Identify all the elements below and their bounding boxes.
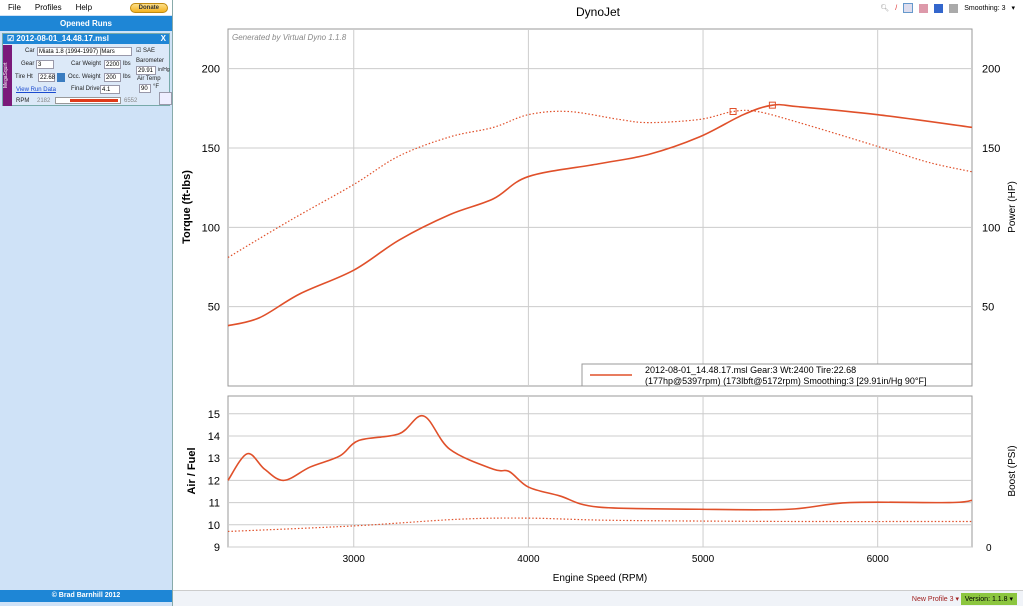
y2-tick-label: 200 <box>982 64 1000 76</box>
copyright-footer: © Brad Barnhill 2012 <box>0 590 172 602</box>
status-bar: New Profile 3 ▾ Version: 1.1.8 ▾ <box>173 590 1023 606</box>
chart-icon[interactable] <box>159 92 172 105</box>
calculator-icon[interactable] <box>57 73 65 82</box>
run-panel: ☑ 2012-08-01_14.48.17.msl X MegaSquirt Ca… <box>2 33 172 106</box>
series-boost-psi- <box>227 517 973 533</box>
zoom-icon[interactable]: 🔍︎ <box>880 5 890 12</box>
barometer-input[interactable]: 29.91 <box>136 66 156 75</box>
print-icon[interactable] <box>949 3 959 13</box>
opened-runs-header: Opened Runs <box>0 16 172 31</box>
y2-tick-label: 0 <box>986 543 992 554</box>
open-icon[interactable] <box>919 3 929 13</box>
lbs-unit-2: lbs <box>123 74 131 80</box>
menu-bar: File Profiles Help Donate <box>0 0 172 15</box>
series-torque-ft-lbs- <box>227 109 973 258</box>
car-weight-label: Car Weight <box>71 61 101 67</box>
pen-icon[interactable]: / <box>895 4 898 12</box>
x-tick-label: 6000 <box>867 554 890 565</box>
run-name: 2012-08-01_14.48.17.msl <box>16 34 109 43</box>
final-drive-input[interactable]: 4.1 <box>100 85 120 94</box>
lbs-unit: lbs <box>123 61 131 67</box>
chart-title: DynoJet <box>575 5 621 19</box>
torque-axis-label: Torque (ft-lbs) <box>181 170 193 244</box>
car-label: Car <box>25 48 35 54</box>
dyno-charts: 50 50 100 100 150 150 200 200 9 10 11 12 13 14 15 3000 4… <box>181 28 1018 584</box>
view-run-data-link[interactable]: View Run Data <box>16 87 56 93</box>
menu-profiles[interactable]: Profiles <box>34 3 62 12</box>
toolbar: 🔍︎ / Smoothing: 3 ▾ <box>880 3 1015 13</box>
sidebar: File Profiles Help Donate Opened Runs ☑ … <box>0 0 173 606</box>
close-icon[interactable]: X <box>160 34 166 43</box>
x-tick-label: 4000 <box>517 554 540 565</box>
occ-weight-input[interactable]: 200 <box>104 73 121 82</box>
menu-file[interactable]: File <box>8 3 21 12</box>
car-weight-input[interactable]: 2200 <box>104 60 121 69</box>
y-tick-label: 150 <box>202 143 220 155</box>
gear-label: Gear <box>21 61 35 67</box>
legend-line-2: (177hp@5397rpm) (173lbft@5172rpm) Smooth… <box>645 376 927 386</box>
y-tick-label: 15 <box>208 409 220 421</box>
y-tick-label: 9 <box>214 542 220 554</box>
tire-input[interactable]: 22.68 <box>38 73 56 82</box>
car-select[interactable]: Miata 1.8 (1994-1997) [Mars <box>37 47 132 56</box>
rpm-max: 6552 <box>124 98 138 104</box>
occ-weight-label: Occ. Weight <box>68 74 101 80</box>
run-title[interactable]: ☑ 2012-08-01_14.48.17.msl X <box>3 34 169 44</box>
barometer-unit: in/Hg <box>158 67 170 73</box>
chevron-down-icon[interactable]: ▾ <box>1011 5 1015 12</box>
rpm-min: 2182 <box>37 98 51 104</box>
watermark: Generated by Virtual Dyno 1.1.8 <box>232 33 347 42</box>
sae-label: SAE <box>143 48 156 54</box>
y2-tick-label: 100 <box>982 222 1000 234</box>
y-tick-label: 10 <box>208 520 220 532</box>
y-tick-label: 100 <box>202 222 220 234</box>
version-dropdown[interactable]: Version: 1.1.8 ▾ <box>960 593 1017 605</box>
y-tick-label: 200 <box>202 64 220 76</box>
series-power-hp- <box>227 103 973 327</box>
rpm-axis-label: Engine Speed (RPM) <box>553 573 648 584</box>
list-icon[interactable] <box>903 3 914 13</box>
power-plot-area <box>227 28 973 387</box>
sae-checkbox[interactable]: ☑ SAE <box>136 48 156 54</box>
y-tick-label: 13 <box>208 453 220 465</box>
boost-axis-label: Boost (PSI) <box>1007 445 1018 496</box>
tire-label: Tire Ht <box>15 74 33 80</box>
y-tick-label: 12 <box>208 475 220 487</box>
peak-marker <box>729 108 737 116</box>
peak-marker <box>768 101 776 109</box>
y-tick-label: 50 <box>208 302 220 314</box>
rpm-label: RPM <box>16 98 30 104</box>
y-tick-label: 11 <box>209 498 220 510</box>
series-air-fuel <box>227 415 973 511</box>
rpm-range-slider[interactable] <box>55 97 121 104</box>
y2-tick-label: 150 <box>982 143 1000 155</box>
menu-help[interactable]: Help <box>75 3 93 12</box>
smoothing-dropdown[interactable]: Smoothing: 3 <box>964 4 1006 12</box>
legend-line-1: 2012-08-01_14.48.17.msl Gear:3 Wt:2400 T… <box>645 365 856 375</box>
final-drive-label: Final Drive <box>71 86 100 92</box>
air-temp-label: Air Temp <box>137 76 161 82</box>
power-axis-label: Power (HP) <box>1007 181 1018 233</box>
save-icon[interactable] <box>934 3 944 13</box>
y2-tick-label: 50 <box>982 302 994 314</box>
y-tick-label: 14 <box>208 431 220 443</box>
air-temp-unit: °F <box>153 84 160 90</box>
profile-dropdown[interactable]: New Profile 3 ▾ <box>911 596 959 603</box>
afr-axis-label: Air / Fuel <box>186 447 198 494</box>
x-tick-label: 5000 <box>692 554 715 565</box>
donate-button[interactable]: Donate <box>129 2 168 13</box>
legend <box>581 363 973 387</box>
gear-select[interactable]: 3 <box>36 60 54 69</box>
x-tick-label: 3000 <box>343 554 366 565</box>
barometer-label: Barometer <box>136 58 165 64</box>
profile-name: New Profile 3 <box>911 596 954 603</box>
air-temp-input[interactable]: 90 <box>139 84 151 93</box>
version-label: Version: 1.1.8 <box>964 596 1008 603</box>
